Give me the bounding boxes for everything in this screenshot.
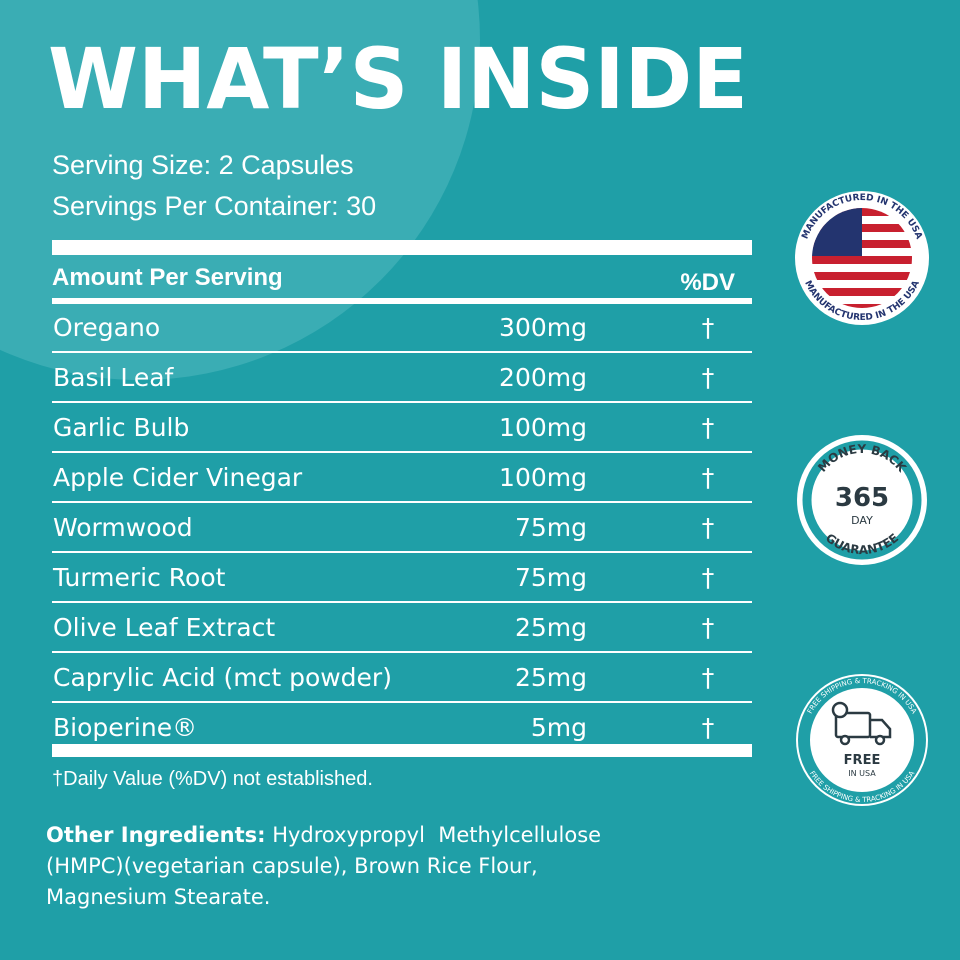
table-header: %DV [680, 269, 735, 296]
servings-per-container: Servings Per Container: 30 [52, 191, 376, 221]
ingredient-name: Wormwood [53, 513, 193, 542]
other-ingredients-text: Hydroxypropyl Methylcellulose [266, 823, 602, 847]
ingredient-dv: † [702, 363, 715, 392]
background-glow [0, 0, 480, 380]
ingredient-dv: † [702, 613, 715, 642]
row-rule [52, 601, 752, 603]
badge-circle [796, 674, 928, 806]
table-rows: Oregano 300mg † Basil Leaf 200mg † Garlic Bulb… [52, 313, 752, 742]
truck-icon [831, 701, 892, 746]
row-rule [52, 551, 752, 553]
row-rule [52, 701, 752, 703]
ingredient-amount: 300mg [499, 313, 587, 342]
serving-size: Serving Size: 2 Capsules [52, 150, 354, 180]
ingredient-dv: † [702, 513, 715, 542]
ingredient-dv: † [702, 313, 715, 342]
ingredient-amount: 25mg [515, 613, 587, 642]
other-ingredients-line: Other Ingredients: Hydroxypropyl Methylc… [46, 823, 601, 847]
ingredient-dv: † [702, 413, 715, 442]
badge-number: 365 [835, 483, 889, 513]
shipping-badge: FREE SHIPPING & TRACKING IN USA FREE SHI… [796, 674, 928, 806]
other-ingredients: Other Ingredients: Hydroxypropyl Methylc… [46, 823, 601, 909]
row-rule [52, 651, 752, 653]
usa-badge: MANUFACTURED IN THE USA MANUFACTURED IN … [795, 191, 929, 325]
ingredient-amount: 75mg [515, 563, 587, 592]
other-ingredients-label: Other Ingredients: [46, 823, 266, 847]
row-rule [52, 401, 752, 403]
header-rule [52, 298, 752, 304]
ingredient-amount: 25mg [515, 663, 587, 692]
ingredient-name: Basil Leaf [53, 363, 175, 392]
footnote: †Daily Value (%DV) not established. [52, 768, 373, 790]
badge-ring [798, 676, 926, 804]
badge-unit: DAY [851, 514, 873, 527]
thick-rule [52, 744, 752, 757]
ingredient-dv: † [702, 663, 715, 692]
ingredient-amount: 100mg [499, 413, 587, 442]
ingredient-name: Olive Leaf Extract [53, 613, 275, 642]
guarantee-badge: MONEY BACK 365 DAY GUARANTEE [797, 435, 927, 565]
row-rule [52, 451, 752, 453]
other-ingredients-line: Magnesium Stearate. [46, 885, 270, 909]
ingredient-name: Caprylic Acid (mct powder) [53, 663, 392, 692]
ingredient-name: Oregano [53, 313, 160, 342]
ingredient-amount: 5mg [531, 713, 587, 742]
badge-big-text: FREE [844, 753, 881, 768]
ingredient-name: Garlic Bulb [53, 413, 189, 442]
badge-ring [802, 440, 922, 560]
title: WHAT’S INSIDE [48, 30, 748, 128]
ingredient-amount: 75mg [515, 513, 587, 542]
ingredient-dv: † [702, 463, 715, 492]
badge-small-text: IN USA [848, 769, 876, 778]
thick-rule [52, 240, 752, 255]
ingredient-name: Turmeric Root [52, 563, 226, 592]
ingredient-name: Apple Cider Vinegar [53, 463, 303, 492]
table-header: Amount Per Serving [52, 264, 283, 291]
ingredient-dv: † [702, 713, 715, 742]
ingredient-dv: † [702, 563, 715, 592]
badge-circle [797, 435, 927, 565]
ingredient-name: Bioperine® [53, 713, 197, 742]
row-rule [52, 351, 752, 353]
flag [812, 208, 912, 308]
row-rule [52, 501, 752, 503]
ingredient-amount: 200mg [499, 363, 587, 392]
ingredient-amount: 100mg [499, 463, 587, 492]
other-ingredients-line: (HMPC)(vegetarian capsule), Brown Rice F… [46, 854, 538, 878]
